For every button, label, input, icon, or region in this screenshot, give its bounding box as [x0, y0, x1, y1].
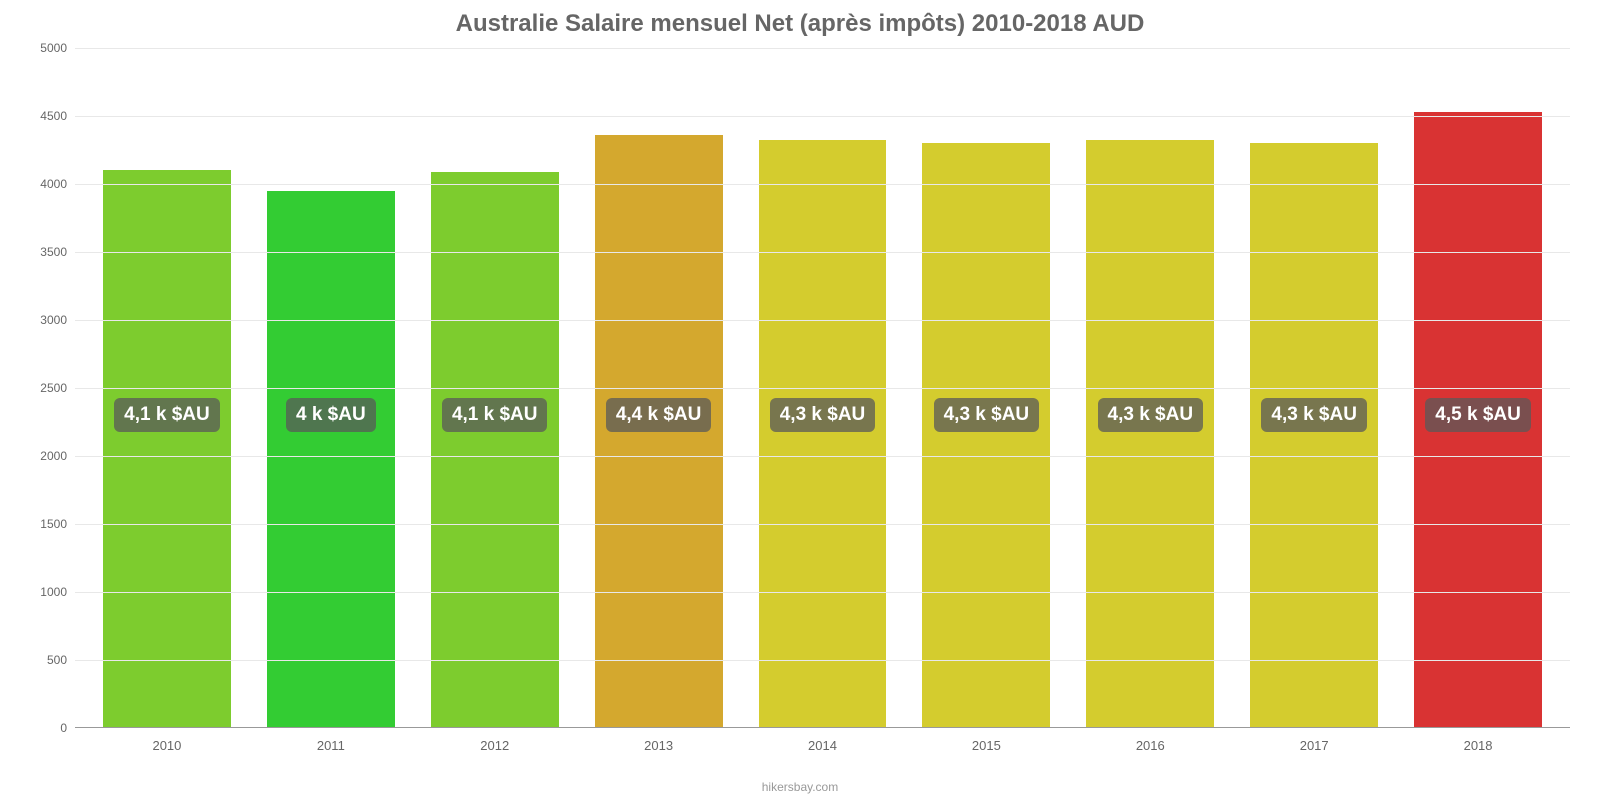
- x-tick-label: 2015: [972, 738, 1001, 753]
- bar-value-label: 4,3 k $AU: [1261, 398, 1367, 432]
- x-tick-label: 2012: [480, 738, 509, 753]
- x-tick-label: 2016: [1136, 738, 1165, 753]
- y-tick-label: 0: [60, 721, 67, 735]
- bar-value-label: 4 k $AU: [286, 398, 376, 432]
- bar-value-label: 4,5 k $AU: [1425, 398, 1531, 432]
- bar-value-label: 4,1 k $AU: [442, 398, 548, 432]
- bar: [1250, 143, 1378, 728]
- bar-value-label: 4,1 k $AU: [114, 398, 220, 432]
- bar-value-label: 4,3 k $AU: [770, 398, 876, 432]
- bar: [431, 172, 559, 728]
- bar: [103, 170, 231, 728]
- y-tick-label: 2000: [40, 449, 67, 463]
- bar: [922, 143, 1050, 728]
- source-label: hikersbay.com: [762, 780, 838, 794]
- x-tick-label: 2011: [317, 738, 345, 753]
- bar-value-label: 4,3 k $AU: [1098, 398, 1204, 432]
- grid-line: [75, 48, 1570, 49]
- y-tick-label: 3000: [40, 313, 67, 327]
- x-tick-label: 2014: [808, 738, 837, 753]
- y-tick-label: 4000: [40, 177, 67, 191]
- plot-area: 4,1 k $AU20104 k $AU20114,1 k $AU20124,4…: [75, 48, 1570, 728]
- bar: [759, 140, 887, 728]
- x-tick-label: 2018: [1464, 738, 1493, 753]
- grid-line: [75, 184, 1570, 185]
- y-tick-label: 3500: [40, 245, 67, 259]
- grid-line: [75, 524, 1570, 525]
- grid-line: [75, 592, 1570, 593]
- y-tick-label: 5000: [40, 41, 67, 55]
- grid-line: [75, 320, 1570, 321]
- grid-line: [75, 660, 1570, 661]
- chart-title: Australie Salaire mensuel Net (après imp…: [20, 10, 1580, 38]
- y-tick-label: 1500: [40, 517, 67, 531]
- y-tick-label: 2500: [40, 381, 67, 395]
- grid-line: [75, 116, 1570, 117]
- x-tick-label: 2017: [1300, 738, 1329, 753]
- grid-line: [75, 252, 1570, 253]
- x-tick-label: 2010: [152, 738, 181, 753]
- y-tick-label: 500: [47, 653, 67, 667]
- bar: [267, 191, 395, 728]
- x-axis-line: [75, 727, 1570, 728]
- bar-value-label: 4,3 k $AU: [934, 398, 1040, 432]
- chart-container: Australie Salaire mensuel Net (après imp…: [20, 10, 1580, 770]
- grid-line: [75, 456, 1570, 457]
- y-tick-label: 4500: [40, 109, 67, 123]
- x-tick-label: 2013: [644, 738, 673, 753]
- bar-value-label: 4,4 k $AU: [606, 398, 712, 432]
- y-tick-label: 1000: [40, 585, 67, 599]
- grid-line: [75, 388, 1570, 389]
- bar: [1086, 140, 1214, 728]
